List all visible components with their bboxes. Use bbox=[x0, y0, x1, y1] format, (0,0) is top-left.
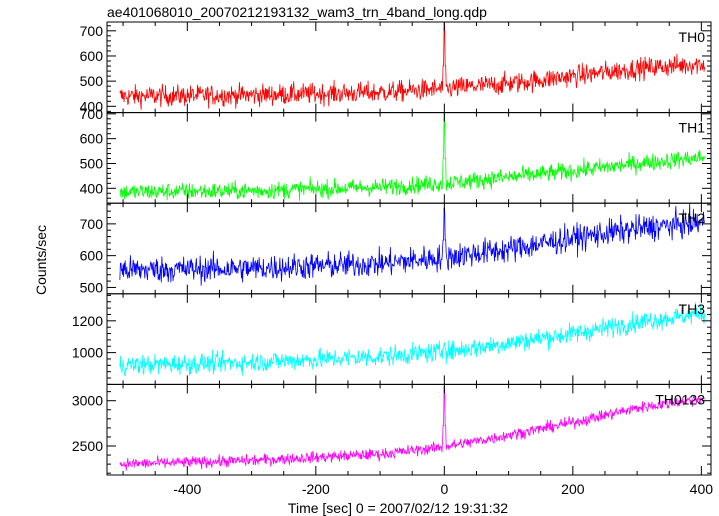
y-axis-label: Counts/sec bbox=[33, 225, 49, 295]
y-tick-label: 600 bbox=[80, 48, 104, 64]
y-tick-label: 1000 bbox=[72, 345, 103, 361]
x-tick-label: -200 bbox=[302, 481, 330, 497]
series-line-th1 bbox=[119, 112, 705, 201]
x-tick-label: 0 bbox=[440, 481, 448, 497]
y-tick-label: 600 bbox=[80, 248, 104, 264]
y-tick-label: 700 bbox=[80, 216, 104, 232]
panel-frame bbox=[106, 383, 712, 476]
panel-frame bbox=[106, 21, 712, 114]
y-tick-label: 600 bbox=[80, 131, 104, 147]
y-tick-label: 400 bbox=[80, 180, 104, 196]
series-line-th2 bbox=[119, 203, 705, 286]
chart-title: ae401068010_20070212193132_wam3_trn_4ban… bbox=[107, 4, 487, 20]
y-tick-label: 500 bbox=[80, 155, 104, 171]
panel-label-th0123: TH0123 bbox=[655, 391, 705, 407]
y-tick-label: 2500 bbox=[72, 438, 103, 454]
panel-label-th2: TH2 bbox=[679, 210, 706, 226]
y-tick-label: 700 bbox=[80, 23, 104, 39]
y-tick-label: 3000 bbox=[72, 393, 103, 409]
series-line-th0 bbox=[119, 22, 705, 110]
x-axis-label: Time [sec] 0 = 2007/02/12 19:31:32 bbox=[288, 500, 508, 516]
series-line-th0123 bbox=[119, 385, 705, 471]
y-tick-label: 400 bbox=[80, 98, 104, 114]
panel-frame bbox=[106, 293, 712, 385]
panel-label-th0: TH0 bbox=[679, 29, 706, 45]
panel-label-th1: TH1 bbox=[679, 120, 706, 136]
series-line-th3 bbox=[119, 302, 705, 377]
panels-group: 400 500 600 700 TH0 400 500 600 700 TH1 500 600 700 T… bbox=[72, 21, 714, 497]
y-tick-label: 700 bbox=[80, 106, 104, 122]
y-tick-label: 500 bbox=[80, 279, 104, 295]
y-tick-label: 500 bbox=[80, 73, 104, 89]
panel-label-th3: TH3 bbox=[679, 301, 706, 317]
x-tick-label: 200 bbox=[561, 481, 585, 497]
x-tick-label: 400 bbox=[690, 481, 714, 497]
y-tick-label: 1200 bbox=[72, 313, 103, 329]
x-tick-label: -400 bbox=[173, 481, 201, 497]
